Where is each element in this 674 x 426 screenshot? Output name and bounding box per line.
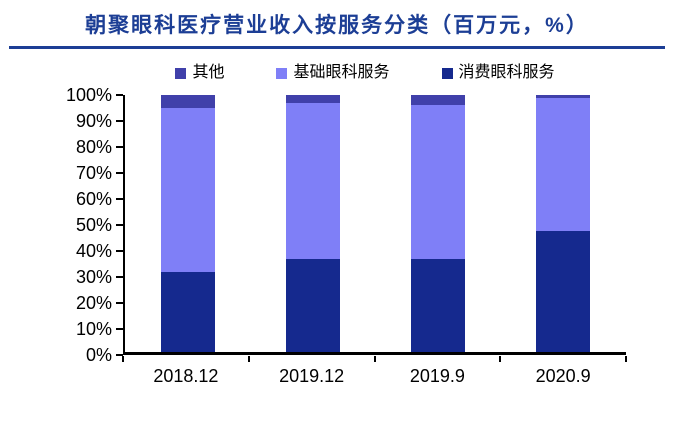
category-slot bbox=[250, 95, 375, 352]
bar-segment-other bbox=[285, 95, 340, 103]
y-tick-label: 100% bbox=[65, 85, 112, 105]
y-tick-label: 90% bbox=[75, 111, 112, 131]
x-category-label: 2018.12 bbox=[153, 366, 219, 386]
bar-segment-consumer-services bbox=[411, 259, 466, 352]
y-tick-label: 20% bbox=[75, 293, 112, 313]
chart-title: 朝聚眼科医疗营业收入按服务分类（百万元，%） bbox=[85, 14, 589, 37]
y-tick-label: 0% bbox=[85, 345, 112, 365]
legend-label-other: 其他 bbox=[192, 64, 225, 81]
y-tick-mark bbox=[116, 198, 123, 200]
y-tick-mark bbox=[116, 172, 123, 174]
legend-swatch-basic-services bbox=[276, 67, 288, 79]
y-tick-label: 40% bbox=[75, 241, 112, 261]
x-tick-mark bbox=[247, 356, 250, 362]
bar-segment-other bbox=[536, 95, 591, 98]
bar-segment-basic-services bbox=[285, 102, 340, 260]
title-divider bbox=[9, 46, 665, 49]
legend-item-consumer-services: 消费眼科服务 bbox=[441, 64, 555, 81]
x-tick-mark bbox=[499, 356, 502, 362]
y-tick-label: 10% bbox=[75, 319, 112, 339]
chart-legend: 其他 基础眼科服务 消费眼科服务 bbox=[0, 65, 674, 81]
plot-area bbox=[123, 95, 626, 355]
x-category-label: 2019.12 bbox=[279, 366, 345, 386]
legend-swatch-other bbox=[175, 67, 187, 79]
bar-segment-basic-services bbox=[160, 107, 215, 273]
bar-segment-basic-services bbox=[536, 97, 591, 232]
legend-item-other: 其他 bbox=[175, 65, 224, 81]
bar-group-2019-12 bbox=[285, 95, 340, 352]
bar-group-2020-9 bbox=[536, 95, 591, 352]
legend-swatch-consumer-services bbox=[441, 67, 453, 79]
x-category-label: 2019.9 bbox=[409, 366, 465, 386]
y-tick-label: 50% bbox=[75, 215, 112, 235]
bar-segment-consumer-services bbox=[536, 231, 591, 352]
y-tick-mark bbox=[116, 302, 123, 304]
y-tick-mark bbox=[116, 224, 123, 226]
category-slot bbox=[376, 95, 501, 352]
y-tick-mark bbox=[116, 146, 123, 148]
bar-segment-basic-services bbox=[411, 105, 466, 260]
category-slot bbox=[501, 95, 626, 352]
bar-group-2018-12 bbox=[160, 95, 215, 352]
y-tick-mark bbox=[116, 120, 123, 122]
bar-group-2019-9 bbox=[411, 95, 466, 352]
y-tick-mark bbox=[116, 94, 123, 96]
stacked-bar-chart: 100% 90% 80% 70% 60% 50% 40% 30% 20% 10%… bbox=[66, 86, 627, 385]
y-tick-mark bbox=[116, 276, 123, 278]
x-category-label: 2020.9 bbox=[535, 366, 591, 386]
x-tick-mark bbox=[625, 356, 627, 362]
y-tick-label: 70% bbox=[75, 163, 112, 183]
legend-label-basic-services: 基础眼科服务 bbox=[293, 64, 390, 81]
legend-label-consumer-services: 消费眼科服务 bbox=[458, 64, 555, 81]
y-tick-mark bbox=[116, 250, 123, 252]
y-tick-mark bbox=[116, 354, 123, 356]
bar-segment-consumer-services bbox=[160, 272, 215, 352]
bar-segment-other bbox=[411, 95, 466, 106]
y-tick-mark bbox=[116, 328, 123, 330]
x-axis-labels: 2018.12 2019.12 2019.9 2020.9 bbox=[123, 367, 626, 385]
legend-item-basic-services: 基础眼科服务 bbox=[276, 64, 390, 81]
x-tick-mark bbox=[122, 356, 124, 362]
bar-segment-other bbox=[160, 95, 215, 108]
x-tick-mark bbox=[373, 356, 376, 362]
category-slot bbox=[125, 95, 250, 352]
bar-segment-consumer-services bbox=[285, 259, 340, 352]
y-tick-label: 80% bbox=[75, 137, 112, 157]
y-tick-label: 30% bbox=[75, 267, 112, 287]
y-tick-label: 60% bbox=[75, 189, 112, 209]
